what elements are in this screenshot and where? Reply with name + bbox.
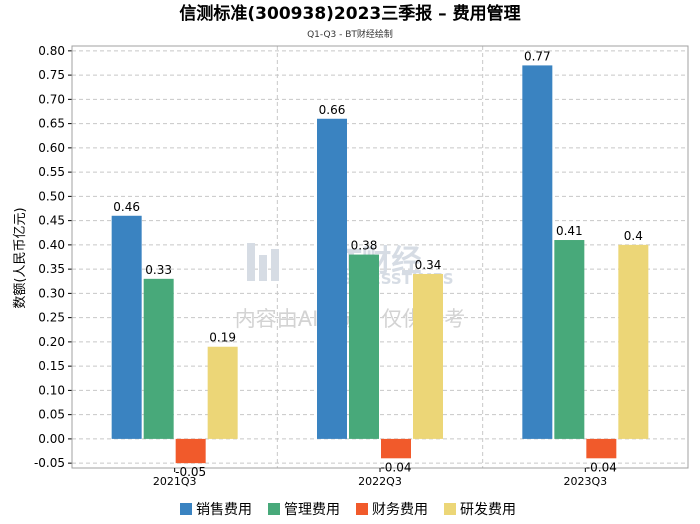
watermark-logo-icon-bar-2 — [271, 249, 279, 281]
legend-label: 财务费用 — [372, 502, 428, 518]
bar — [349, 254, 379, 439]
bar — [381, 438, 411, 459]
x-tick-label: 2021Q3 — [153, 475, 197, 488]
data-labels: 0.46 0.66 0.77 0.33 0.38 0.41 -0.05 -0.04 -0.04 0… — [113, 49, 643, 479]
data-label: -0.05 — [175, 465, 206, 479]
y-tick-label: -0.05 — [34, 456, 65, 470]
data-label: 0.66 — [319, 103, 346, 117]
y-tick-label: 0.80 — [38, 44, 65, 58]
bar — [207, 346, 238, 439]
data-label: -0.04 — [586, 460, 617, 474]
x-tick-label: 2023Q3 — [564, 475, 608, 488]
data-label: 0.38 — [351, 239, 378, 253]
bar — [111, 215, 142, 439]
legend-swatch — [444, 503, 456, 515]
y-tick-label: 0.20 — [38, 335, 65, 349]
data-label: 0.4 — [624, 229, 643, 243]
axes: 0.80 0.75 0.70 0.65 0.60 0.55 0.50 0.45 0.40 0.35… — [34, 44, 689, 488]
chart-title: 信测标准(300938)2023三季报 – 费用管理 — [179, 3, 520, 24]
y-axis-label: 数额(人民币亿元) — [13, 207, 28, 308]
data-label: 0.34 — [415, 258, 442, 272]
watermark-logo-icon — [247, 243, 255, 281]
y-tick-label: 0.05 — [38, 408, 65, 422]
bar — [317, 118, 347, 439]
y-tick-label: 0.60 — [38, 141, 65, 155]
y-tick-label: 0.15 — [38, 359, 65, 373]
y-tick-label: 0.00 — [38, 432, 65, 446]
y-tick-label: 0.40 — [38, 238, 65, 252]
bar — [554, 240, 585, 439]
legend-label: 管理费用 — [284, 502, 340, 518]
bar — [143, 278, 174, 439]
chart-subtitle: Q1-Q3 - BT财经绘制 — [307, 28, 393, 40]
bars — [111, 65, 649, 464]
data-label: 0.77 — [524, 49, 551, 63]
y-tick-label: 0.10 — [38, 383, 65, 397]
legend-label: 研发费用 — [460, 502, 516, 518]
y-tick-label: 0.35 — [38, 262, 65, 276]
data-label: 0.33 — [145, 263, 172, 277]
bar — [413, 273, 443, 439]
data-label: 0.46 — [113, 200, 140, 214]
watermark-logo-icon-bar — [259, 255, 267, 281]
x-tick-label: 2022Q3 — [358, 475, 402, 488]
legend-label: 销售费用 — [196, 502, 252, 518]
data-label: -0.04 — [380, 460, 411, 474]
y-tick-label: 0.30 — [38, 286, 65, 300]
y-tick-label: 0.75 — [38, 68, 65, 82]
legend: 销售费用 管理费用 财务费用 研发费用 — [180, 502, 516, 518]
y-tick-label: 0.65 — [38, 117, 65, 131]
y-tick-label: 0.50 — [38, 189, 65, 203]
y-tick-label: 0.25 — [38, 311, 65, 325]
data-label: 0.41 — [556, 224, 583, 238]
legend-swatch — [268, 503, 280, 515]
y-tick-label: 0.45 — [38, 214, 65, 228]
bar — [618, 244, 649, 439]
legend-swatch — [180, 503, 192, 515]
bar — [175, 438, 206, 464]
y-tick-label: 0.70 — [38, 92, 65, 106]
bar — [586, 438, 617, 459]
legend-swatch — [356, 503, 368, 515]
y-tick-label: 0.55 — [38, 165, 65, 179]
data-label: 0.19 — [209, 331, 236, 345]
bar — [522, 65, 553, 439]
